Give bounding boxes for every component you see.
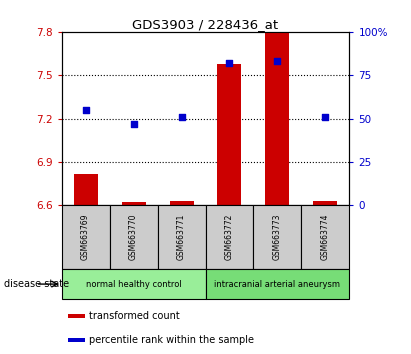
Point <box>226 60 233 66</box>
Text: GSM663774: GSM663774 <box>321 214 330 261</box>
Bar <box>206 205 254 269</box>
Bar <box>68 338 85 342</box>
Text: percentile rank within the sample: percentile rank within the sample <box>89 335 254 345</box>
Bar <box>206 269 349 299</box>
Bar <box>157 205 206 269</box>
Bar <box>217 64 241 205</box>
Bar <box>74 173 98 205</box>
Text: transformed count: transformed count <box>89 311 179 321</box>
Bar <box>68 314 85 318</box>
Point <box>178 114 185 120</box>
Bar <box>313 201 337 205</box>
Text: GSM663770: GSM663770 <box>129 214 138 261</box>
Bar <box>301 205 349 269</box>
Text: disease state: disease state <box>4 279 69 289</box>
Bar <box>110 205 157 269</box>
Text: GSM663773: GSM663773 <box>273 214 282 261</box>
Point <box>274 58 281 64</box>
Bar <box>254 205 301 269</box>
Text: GSM663771: GSM663771 <box>177 214 186 261</box>
Point <box>322 114 329 120</box>
Text: intracranial arterial aneurysm: intracranial arterial aneurysm <box>215 280 340 289</box>
Point <box>82 107 89 113</box>
Title: GDS3903 / 228436_at: GDS3903 / 228436_at <box>132 18 279 31</box>
Text: normal healthy control: normal healthy control <box>86 280 181 289</box>
Bar <box>62 269 206 299</box>
Text: GSM663772: GSM663772 <box>225 214 234 261</box>
Point <box>130 121 137 127</box>
Bar <box>169 201 194 205</box>
Text: GSM663769: GSM663769 <box>81 214 90 261</box>
Bar <box>62 205 110 269</box>
Bar <box>122 202 145 205</box>
Bar <box>266 32 289 205</box>
